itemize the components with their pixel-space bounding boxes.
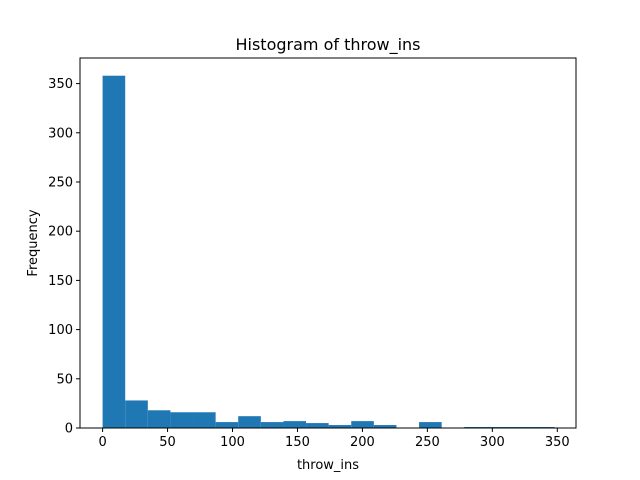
histogram-bar <box>351 421 374 428</box>
x-tick-label: 350 <box>545 435 570 450</box>
x-tick-label: 200 <box>350 435 375 450</box>
histogram-bar <box>373 425 397 428</box>
histogram-bar <box>193 412 216 428</box>
y-tick-label: 0 <box>65 422 73 437</box>
histogram-bar <box>238 416 261 428</box>
y-axis-label: Frequency <box>26 209 41 276</box>
x-axis-label: throw_ins <box>297 458 359 473</box>
y-axis-ticks: 0 50 100 150 200 250 300 350 <box>48 77 80 437</box>
histogram-bar <box>306 423 329 428</box>
histogram-bar <box>283 421 307 428</box>
y-tick-label: 350 <box>48 77 73 92</box>
x-tick-label: 100 <box>220 435 245 450</box>
histogram-bar <box>170 412 194 428</box>
chart-title: Histogram of throw_ins <box>235 35 420 55</box>
x-tick-label: 150 <box>285 435 310 450</box>
y-tick-label: 150 <box>48 274 73 289</box>
x-tick-label: 0 <box>98 435 106 450</box>
histogram-bar <box>215 422 239 428</box>
x-tick-label: 250 <box>415 435 440 450</box>
histogram-bar <box>147 410 171 428</box>
y-tick-label: 50 <box>56 372 73 387</box>
histogram-bar <box>260 422 284 428</box>
plot-frame <box>79 57 577 429</box>
histogram-bar <box>102 75 126 429</box>
histogram-bar <box>419 422 442 428</box>
x-tick-label: 300 <box>480 435 505 450</box>
y-tick-label: 250 <box>48 175 73 190</box>
histogram-bar <box>125 400 148 428</box>
y-tick-label: 200 <box>48 225 73 240</box>
x-axis-ticks: 0 50 100 150 200 250 300 350 <box>98 428 570 450</box>
histogram-bar <box>328 425 352 428</box>
x-tick-label: 50 <box>159 435 176 450</box>
y-tick-label: 300 <box>48 126 73 141</box>
y-tick-label: 100 <box>48 323 73 338</box>
